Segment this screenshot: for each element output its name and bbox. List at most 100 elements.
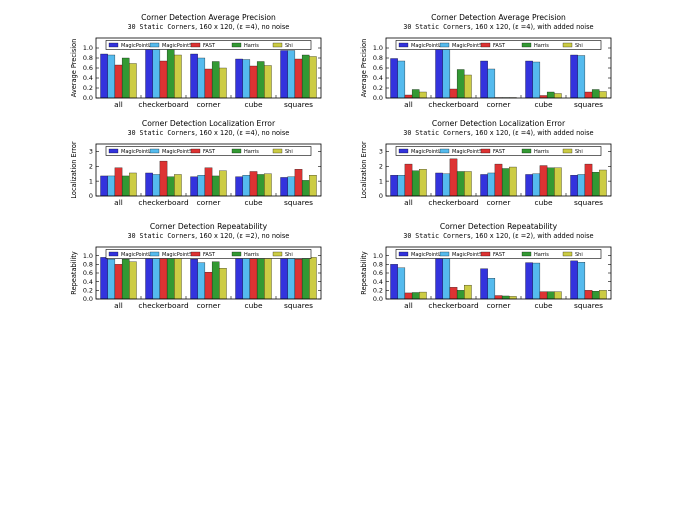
bar-shi-squares — [309, 56, 317, 99]
bar-fast-all — [114, 167, 123, 197]
bar-magicpointl-corner — [480, 60, 488, 99]
y-tick-label: 0.2 — [83, 84, 93, 92]
chart-title: Corner Detection Localization Error — [432, 119, 566, 128]
bar-harris-cube — [256, 174, 265, 197]
bar-magicpointl-squares — [570, 175, 578, 197]
legend-label: Shi — [575, 252, 583, 258]
bar-harris-checkerboard — [166, 176, 175, 197]
bar-magicpointl-cube — [525, 60, 533, 99]
bar-shi-all — [129, 261, 137, 300]
legend-swatch-magicpoints — [439, 148, 450, 154]
chart-subtitle-rest: , 160 x 120, (ε =2), no noise — [195, 232, 289, 240]
bar-fast-all — [404, 292, 413, 300]
bar-magicpointl-all — [100, 53, 108, 99]
legend-swatch-magicpoints — [439, 42, 450, 48]
legend-label: MagicPointL — [411, 252, 441, 258]
bar-fast-all — [114, 264, 123, 300]
plot-frame — [95, 143, 322, 197]
chart-title: Corner Detection Localization Error — [142, 119, 276, 128]
bar-magicpointl-corner — [190, 176, 198, 197]
bar-harris-all — [121, 175, 130, 197]
bar-shi-squares — [599, 169, 607, 197]
x-tick-label: checkerboard — [138, 301, 189, 310]
bar-harris-squares — [301, 180, 310, 197]
bar-magicpoints-corner — [487, 68, 496, 99]
bar-fast-checkerboard — [159, 60, 168, 99]
bar-shi-all — [129, 63, 137, 99]
legend-label: MagicPointL — [411, 43, 441, 49]
chart-subtitle: 30 Static Corners, 160 x 120, (ε =2), wi… — [403, 232, 593, 240]
x-tick-label: squares — [284, 198, 313, 207]
legend-swatch-magicpoints — [149, 42, 160, 48]
bar-harris-squares — [591, 172, 600, 197]
bar-shi-cube — [554, 167, 562, 197]
bar-shi-squares — [309, 175, 317, 197]
bar-shi-checkerboard — [174, 174, 182, 197]
legend-label: MagicPointS — [452, 149, 482, 155]
chart-subtitle-mono: 30 Static Corners — [128, 23, 196, 31]
bar-magicpoints-checkerboard — [152, 48, 161, 99]
bar-shi-all — [419, 291, 427, 300]
x-tick-label: squares — [574, 100, 603, 109]
legend-swatch-fast — [190, 251, 201, 257]
legend-label: Shi — [285, 43, 293, 49]
legend-label: FAST — [203, 43, 216, 49]
plot-frame — [385, 246, 612, 300]
y-tick-label: 0 — [379, 192, 383, 200]
bar-harris-squares — [301, 256, 310, 300]
legend-label: MagicPointS — [452, 252, 482, 258]
bar-fast-checkerboard — [159, 160, 168, 197]
chart-subtitle: 30 Static Corners, 160 x 120, (ε =4), no… — [128, 23, 290, 31]
legend-label: MagicPointS — [162, 252, 192, 258]
y-tick-label: 2 — [379, 162, 383, 170]
x-tick-label: checkerboard — [428, 198, 479, 207]
legend-label: FAST — [203, 252, 216, 258]
chart-title: Corner Detection Repeatability — [440, 222, 558, 231]
y-tick-label: 0.2 — [373, 287, 383, 295]
bar-harris-corner — [501, 295, 510, 300]
plot-frame — [95, 37, 322, 99]
bar-magicpointl-cube — [235, 58, 243, 99]
chart-subtitle: 30 Static Corners, 160 x 120, (ε =4), wi… — [403, 129, 593, 137]
bar-magicpoints-squares — [287, 50, 296, 99]
x-tick-label: all — [114, 301, 123, 310]
chart-subtitle-rest: , 160 x 120, (ε =2), with added noise — [471, 232, 594, 240]
bar-fast-squares — [294, 58, 303, 99]
x-tick-label: cube — [245, 198, 263, 207]
y-tick-label: 0.2 — [373, 84, 383, 92]
bar-fast-corner — [204, 271, 213, 300]
legend-box — [105, 249, 312, 259]
y-tick-label: 0.6 — [83, 64, 93, 72]
bar-magicpoints-checkerboard — [442, 255, 451, 300]
x-tick-label: all — [114, 198, 123, 207]
legend-swatch-harris — [521, 42, 532, 48]
bar-fast-checkerboard — [449, 88, 458, 99]
bar-harris-all — [411, 170, 420, 197]
bar-shi-corner — [219, 67, 227, 99]
legend-box — [105, 40, 312, 50]
bar-harris-checkerboard — [166, 256, 175, 300]
legend-swatch-shi — [562, 251, 573, 257]
bar-magicpointl-corner — [480, 268, 488, 300]
bar-magicpointl-squares — [280, 50, 288, 99]
bar-fast-checkerboard — [449, 158, 458, 197]
x-tick-label: cube — [245, 100, 263, 109]
legend-label: MagicPointL — [121, 252, 151, 258]
bar-fast-cube — [249, 258, 258, 300]
plot-frame — [95, 246, 322, 300]
legend-label: Harris — [534, 252, 549, 258]
bar-magicpoints-all — [397, 60, 406, 99]
chart-title: Corner Detection Average Precision — [141, 13, 276, 22]
bar-magicpoints-corner — [197, 57, 206, 99]
bar-harris-checkerboard — [166, 48, 175, 99]
legend-label: MagicPointS — [162, 43, 192, 49]
chart-subtitle-mono: 30 Static Corners — [403, 23, 471, 31]
bar-magicpointl-cube — [525, 174, 533, 197]
bar-magicpointl-all — [390, 264, 398, 300]
chart-subtitle: 30 Static Corners, 160 x 120, (ε =4), no… — [128, 129, 290, 137]
y-tick-label: 0.4 — [373, 278, 383, 286]
legend-swatch-harris — [521, 148, 532, 154]
x-tick-label: all — [404, 301, 413, 310]
